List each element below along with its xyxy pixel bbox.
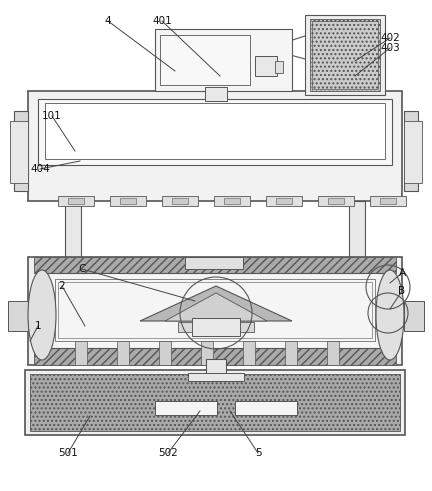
Bar — [266, 196, 302, 206]
Bar — [45, 273, 385, 348]
Text: 502: 502 — [158, 448, 178, 458]
Text: A: A — [398, 268, 406, 278]
Text: 4: 4 — [105, 16, 111, 26]
Bar — [120, 198, 136, 204]
Bar — [45, 103, 385, 159]
Bar — [38, 99, 392, 165]
Text: C: C — [78, 264, 86, 274]
Bar — [159, 341, 171, 365]
Bar — [201, 341, 213, 365]
Bar — [205, 87, 227, 101]
Bar — [327, 341, 339, 365]
Bar — [276, 198, 292, 204]
Bar — [28, 257, 402, 365]
Bar — [380, 198, 396, 204]
Bar — [188, 373, 244, 381]
Text: B: B — [398, 286, 406, 296]
Bar — [285, 341, 297, 365]
Bar — [404, 121, 422, 183]
Bar — [58, 196, 94, 206]
Bar — [155, 401, 217, 415]
Bar — [162, 196, 198, 206]
Bar — [214, 196, 250, 206]
Bar — [235, 401, 297, 415]
Bar — [10, 121, 28, 183]
Bar — [312, 21, 378, 89]
Polygon shape — [165, 293, 267, 321]
Bar — [275, 61, 283, 73]
Bar — [349, 201, 365, 258]
Bar — [328, 198, 344, 204]
Text: 2: 2 — [59, 281, 65, 291]
Text: 404: 404 — [30, 164, 50, 174]
Bar — [178, 322, 192, 332]
Bar — [185, 257, 243, 269]
Bar — [192, 318, 240, 336]
Text: 501: 501 — [58, 448, 78, 458]
Bar — [243, 341, 255, 365]
Bar — [75, 341, 87, 365]
Bar — [240, 322, 254, 332]
Bar — [28, 91, 402, 201]
Text: 101: 101 — [42, 111, 62, 121]
Bar — [404, 301, 424, 331]
Bar — [30, 374, 400, 431]
Bar — [110, 196, 146, 206]
Bar — [224, 198, 240, 204]
Bar — [404, 111, 418, 191]
Text: 402: 402 — [380, 33, 400, 43]
Polygon shape — [140, 286, 292, 321]
Bar — [318, 196, 354, 206]
Bar — [310, 19, 380, 91]
Bar — [160, 35, 250, 85]
Bar — [25, 370, 405, 435]
Bar — [68, 198, 84, 204]
Text: 5: 5 — [255, 448, 261, 458]
Bar — [117, 341, 129, 365]
Bar — [58, 282, 372, 338]
Bar — [65, 201, 81, 258]
Bar — [55, 279, 375, 341]
Bar — [14, 111, 28, 191]
Bar — [172, 198, 188, 204]
Ellipse shape — [28, 270, 56, 360]
Text: 403: 403 — [380, 43, 400, 53]
Bar — [255, 56, 277, 76]
Bar — [34, 257, 396, 273]
Bar — [8, 301, 28, 331]
Bar — [206, 359, 226, 377]
Bar — [155, 29, 292, 91]
Text: 401: 401 — [152, 16, 172, 26]
Text: 1: 1 — [35, 321, 41, 331]
Bar — [305, 15, 385, 95]
Ellipse shape — [376, 270, 404, 360]
Bar — [34, 348, 396, 365]
Bar — [370, 196, 406, 206]
